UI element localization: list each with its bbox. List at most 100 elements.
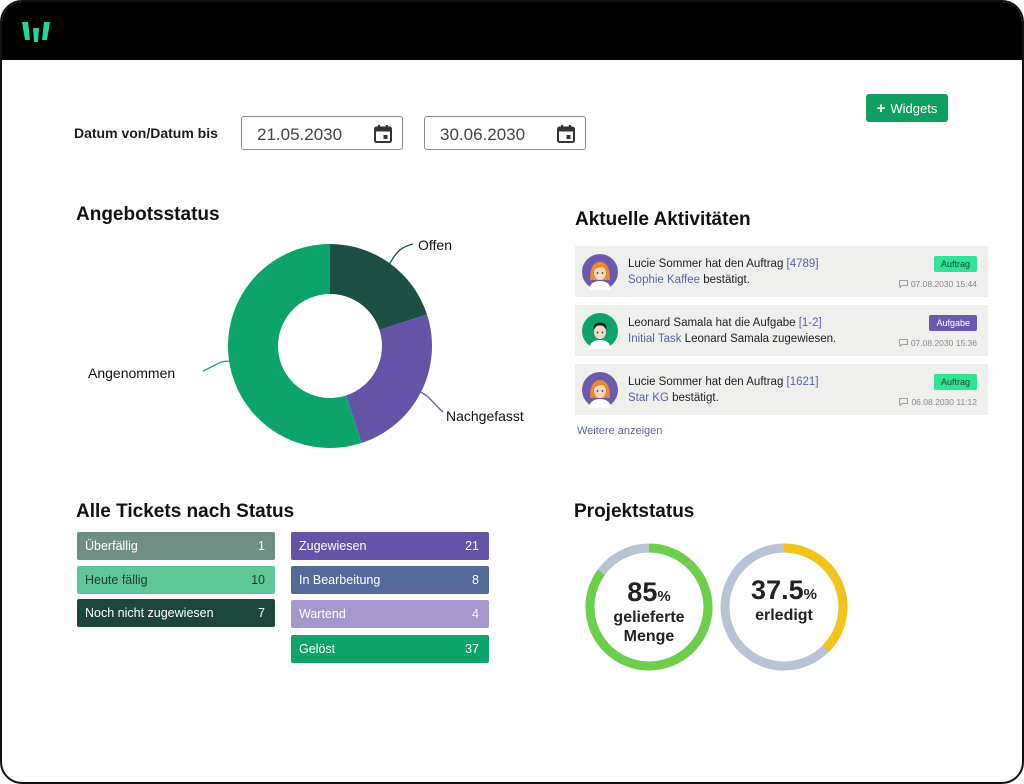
activity-message: Leonard Samala hat die Aufgabe: [628, 317, 799, 329]
progress-ring-fill: [585, 543, 713, 671]
date-to-value: 30.06.2030: [440, 125, 526, 144]
donut-slice-angenommen: [228, 244, 362, 448]
progress-ring: [585, 543, 713, 671]
progress-value-line: 85%: [583, 577, 715, 608]
comment-icon: [899, 398, 909, 406]
donut-label-angenommen: Angenommen: [88, 365, 176, 381]
activity-type-badge: Auftrag: [933, 374, 977, 390]
progress-unit: %: [803, 586, 817, 603]
date-from-value: 21.05.2030: [257, 125, 343, 144]
male-avatar-icon[interactable]: [582, 313, 618, 349]
ticket-status-label: Gelöst: [299, 641, 336, 656]
activity-timestamp: 07.08.2030 15:44: [898, 279, 977, 289]
donut-slice-offen: [330, 244, 428, 330]
activity-target-link[interactable]: Initial Task: [628, 333, 682, 345]
leader-line-offen: [388, 243, 414, 266]
activity-line-2: Initial Task Leonard Samala zugewiesen.: [628, 331, 836, 347]
ticket-status-count: 10: [251, 572, 265, 587]
add-widgets-label: Widgets: [890, 100, 938, 116]
activity-type-badge: Auftrag: [933, 256, 977, 272]
add-widgets-button[interactable]: + Widgets: [866, 94, 948, 122]
progress-unit: %: [657, 588, 671, 605]
comment-icon: [898, 339, 908, 347]
activity-timestamp: 06.08.2030 11:12: [899, 397, 977, 407]
date-from-field[interactable]: 21.05.2030: [241, 116, 403, 150]
activity-line-1: Lucie Sommer hat den Auftrag [4789]: [628, 256, 819, 272]
comment-icon: [898, 280, 908, 288]
activity-line-2: Star KG bestätigt.: [628, 390, 819, 406]
activity-item[interactable]: Leonard Samala hat die Aufgabe [1-2] Init…: [575, 305, 988, 356]
activity-reference-link[interactable]: [1-2]: [798, 317, 822, 329]
ticket-status-row[interactable]: Wartend 4: [291, 600, 489, 629]
offer-status-title: Angebotsstatus: [76, 204, 220, 225]
progress-caption-2: Menge: [623, 628, 675, 645]
activity-item[interactable]: Lucie Sommer hat den Auftrag [4789] Sophi…: [575, 246, 988, 297]
date-to-field[interactable]: 30.06.2030: [424, 116, 586, 150]
calendar-icon[interactable]: [373, 124, 393, 144]
activity-message: Lucie Sommer hat den Auftrag: [628, 376, 787, 388]
ticket-status-count: 21: [465, 539, 479, 553]
ticket-status-label: Heute fällig: [85, 572, 148, 587]
ticket-status-row[interactable]: Überfällig 1: [77, 532, 275, 560]
ticket-status-label: Noch nicht zugewiesen: [85, 606, 214, 620]
ticket-status-count: 1: [258, 539, 265, 553]
activity-text: Lucie Sommer hat den Auftrag [1621] Star …: [628, 374, 819, 406]
activities-title: Aktuelle Aktivitäten: [575, 209, 751, 230]
progress-ring-text: 85% gelieferte Menge: [583, 577, 715, 646]
leader-line-angenommen: [202, 360, 232, 372]
activity-target-link[interactable]: Star KG: [628, 392, 669, 404]
activity-text: Leonard Samala hat die Aufgabe [1-2] Init…: [628, 315, 836, 347]
activity-line-2: Sophie Kaffee bestätigt.: [628, 272, 819, 288]
activity-text: Lucie Sommer hat den Auftrag [4789] Sophi…: [628, 256, 819, 288]
ticket-status-count: 7: [258, 606, 265, 620]
activity-target-link[interactable]: Sophie Kaffee: [628, 274, 701, 286]
activity-timestamp: 07.08.2030 15:36: [898, 338, 977, 348]
activity-line-1: Lucie Sommer hat den Auftrag [1621]: [628, 374, 819, 390]
ticket-status-label: Überfällig: [85, 539, 138, 553]
progress-ring-fill: [720, 543, 848, 671]
ticket-status-label: Wartend: [299, 607, 346, 622]
activity-line-1: Leonard Samala hat die Aufgabe [1-2]: [628, 315, 836, 331]
activity-type-badge: Aufgabe: [929, 315, 977, 331]
progress-caption: gelieferte: [613, 609, 685, 626]
donut-slice-nachgefasst: [346, 314, 432, 444]
brand-logo-icon[interactable]: [20, 19, 52, 45]
activity-reference-link[interactable]: [4789]: [786, 258, 819, 270]
activity-reference-link[interactable]: [1621]: [786, 376, 819, 388]
activity-message-end: bestätigt.: [668, 392, 719, 404]
activity-message-end: bestätigt.: [700, 274, 750, 286]
progress-caption: erledigt: [755, 607, 813, 624]
progress-ring-text: 37.5% erledigt: [718, 575, 850, 625]
tickets-title: Alle Tickets nach Status: [76, 501, 295, 522]
progress-ring: [720, 543, 848, 671]
ticket-status-row[interactable]: Gelöst 37: [291, 634, 489, 663]
female-avatar-icon[interactable]: [582, 372, 618, 408]
leader-line-nachgefasst: [418, 390, 444, 413]
top-bar: [2, 2, 1022, 60]
activity-time-value: 07.08.2030 15:44: [910, 279, 977, 289]
activity-item[interactable]: Lucie Sommer hat den Auftrag [1621] Star …: [575, 364, 988, 415]
ticket-status-count: 8: [472, 573, 479, 588]
progress-value: 37.5: [751, 575, 804, 605]
ticket-status-label: In Bearbeitung: [299, 573, 381, 588]
ticket-status-row[interactable]: Noch nicht zugewiesen 7: [77, 599, 275, 627]
activity-message: Lucie Sommer hat den Auftrag: [628, 258, 787, 270]
donut-label-offen: Offen: [418, 237, 452, 253]
offer-status-donut-chart: [202, 243, 444, 448]
progress-value-line: 37.5%: [718, 575, 850, 606]
plus-icon: +: [876, 99, 886, 117]
activity-time-value: 06.08.2030 11:12: [911, 397, 977, 407]
donut-label-nachgefasst: Nachgefasst: [446, 408, 524, 424]
ticket-status-count: 4: [472, 607, 479, 622]
show-more-link[interactable]: Weitere anzeigen: [577, 425, 663, 437]
ticket-status-count: 37: [465, 641, 479, 656]
ticket-status-row[interactable]: Zugewiesen 21: [291, 532, 489, 560]
female-avatar-icon[interactable]: [582, 254, 618, 290]
ticket-status-row[interactable]: Heute fällig 10: [77, 565, 275, 594]
date-range-label: Datum von/Datum bis: [74, 125, 218, 141]
progress-value: 85: [627, 577, 658, 607]
activity-time-value: 07.08.2030 15:36: [910, 338, 977, 348]
calendar-icon[interactable]: [556, 124, 576, 144]
ticket-status-row[interactable]: In Bearbeitung 8: [291, 566, 489, 595]
